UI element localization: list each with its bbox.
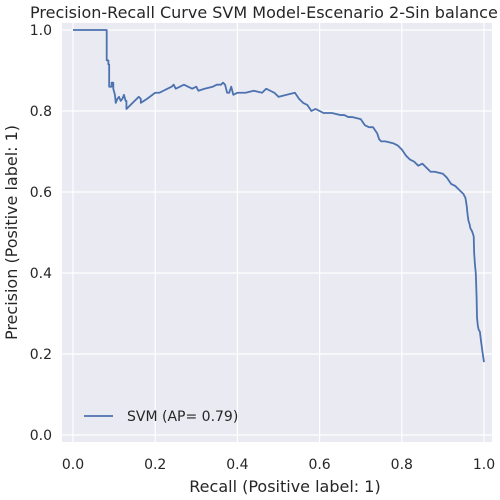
y-axis-label: Precision (Positive label: 1) [2,125,21,340]
y-tick-label: 0.8 [30,104,52,120]
x-tick-labels: 0.0 0.2 0.4 0.6 0.8 1.0 [62,457,495,473]
chart-title: Precision-Recall Curve SVM Model-Escenar… [30,3,498,22]
x-tick-label: 0.8 [391,457,413,473]
y-tick-labels: 0.0 0.2 0.4 0.6 0.8 1.0 [30,23,52,444]
x-tick-label: 0.4 [226,457,248,473]
y-tick-label: 0.6 [30,185,52,201]
y-tick-label: 1.0 [30,23,52,39]
x-tick-label: 0.0 [62,457,84,473]
x-tick-label: 1.0 [473,457,495,473]
x-axis-label: Recall (Positive label: 1) [189,477,380,496]
y-tick-label: 0.2 [30,347,52,363]
legend-label: SVM (AP= 0.79) [127,409,238,425]
svm-pr-curve-line [73,29,485,363]
legend: SVM (AP= 0.79) [84,409,238,425]
y-tick-label: 0.4 [30,266,52,282]
plot-area [62,23,492,442]
y-tick-label: 0.0 [30,428,52,444]
x-tick-label: 0.2 [144,457,166,473]
x-tick-label: 0.6 [308,457,330,473]
